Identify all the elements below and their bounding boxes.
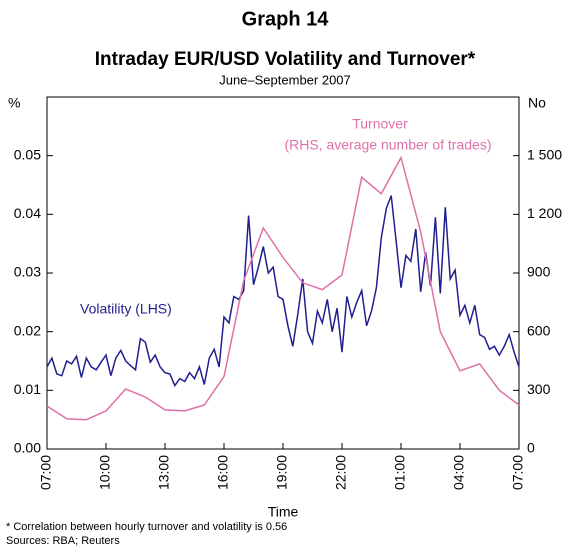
chart-subtitle: June–September 2007 xyxy=(219,72,351,87)
y2-tick-label: 1 500 xyxy=(527,146,562,162)
y-tick-label: 0.04 xyxy=(14,205,41,221)
x-tick-label: 04:00 xyxy=(451,455,467,490)
y-tick-label: 0.01 xyxy=(14,381,41,397)
footnote: Sources: RBA; Reuters xyxy=(6,535,120,547)
x-tick-label: 07:00 xyxy=(38,455,54,490)
legend-label: Turnover xyxy=(352,116,408,132)
series-line xyxy=(46,155,520,421)
footnote: * Correlation between hourly turnover an… xyxy=(6,521,287,533)
y2-tick-label: 1 200 xyxy=(527,205,562,221)
y2-tick-label: 900 xyxy=(527,264,551,280)
x-axis-label: Time xyxy=(268,504,299,520)
x-tick-label: 16:00 xyxy=(215,455,231,490)
y-axis-label: % xyxy=(8,95,20,111)
y2-axis-label: No xyxy=(528,95,546,111)
x-tick-label: 07:00 xyxy=(510,455,526,490)
y-tick-label: 0.05 xyxy=(14,146,41,162)
x-tick-label: 22:00 xyxy=(333,455,349,490)
chart-subtitle: Intraday EUR/USD Volatility and Turnover… xyxy=(95,49,476,70)
x-tick-label: 19:00 xyxy=(274,455,290,490)
legend-note: (RHS, average number of trades) xyxy=(285,137,492,153)
y2-tick-label: 0 xyxy=(527,440,535,456)
y2-tick-label: 300 xyxy=(527,381,551,397)
chart-title: Graph 14 xyxy=(242,8,330,30)
y-tick-label: 0.02 xyxy=(14,322,41,338)
y-tick-label: 0.00 xyxy=(14,440,41,456)
x-tick-label: 01:00 xyxy=(392,455,408,490)
x-tick-label: 13:00 xyxy=(156,455,172,490)
legend-label: Volatility (LHS) xyxy=(80,301,172,317)
series-line xyxy=(46,195,520,388)
x-tick-label: 10:00 xyxy=(97,455,113,490)
y-tick-label: 0.03 xyxy=(14,264,41,280)
y2-tick-label: 600 xyxy=(527,322,551,338)
